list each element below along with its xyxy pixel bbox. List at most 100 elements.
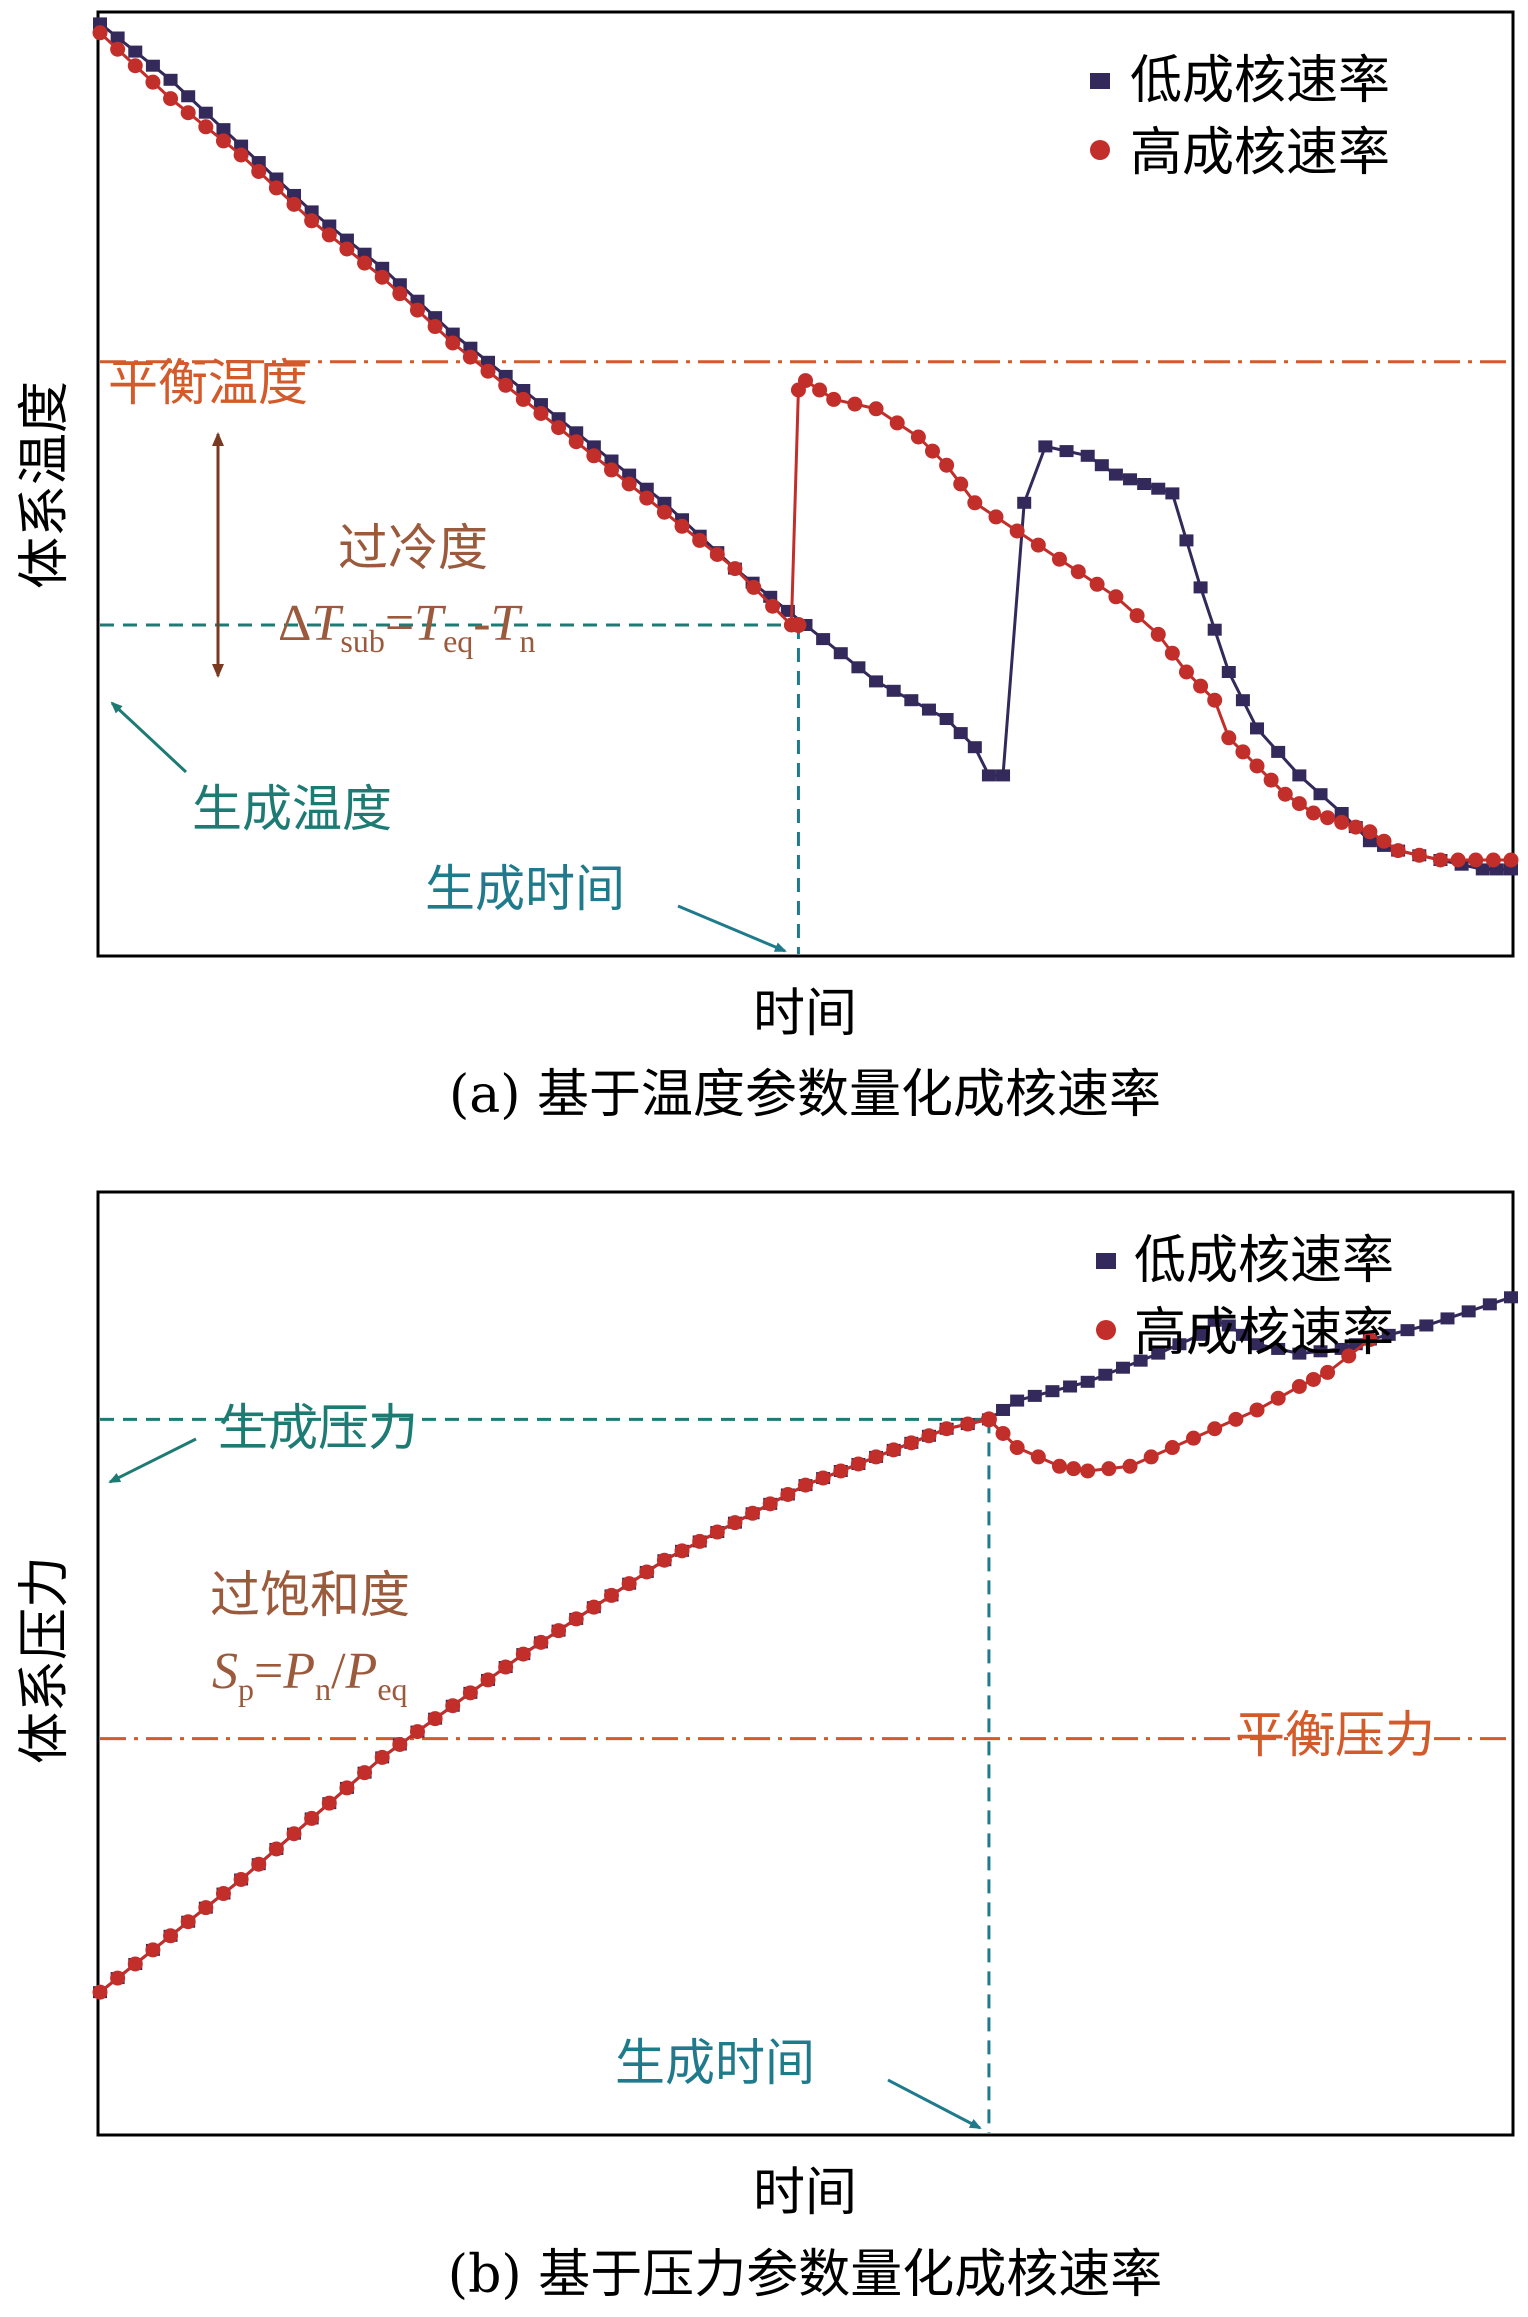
data-point-high-a	[374, 269, 390, 285]
data-point-low-a	[921, 703, 936, 716]
data-point-low-b	[1172, 1338, 1187, 1351]
data-point-low-a	[1094, 459, 1109, 472]
data-point-low-b	[1133, 1354, 1148, 1367]
supersat-title: 过饱和度	[210, 1566, 410, 1624]
data-point-high-b	[251, 1856, 267, 1872]
data-point-high-b	[409, 1724, 425, 1740]
data-point-low-b	[1098, 1368, 1113, 1381]
data-point-high-a	[674, 518, 690, 534]
data-point-high-b	[145, 1942, 161, 1958]
caption-b: (b) 基于压力参数量化成核速率	[448, 2245, 1162, 2305]
data-point-high-a	[812, 382, 828, 398]
data-point-high-a	[1450, 852, 1466, 868]
data-point-high-a	[889, 415, 905, 431]
data-point-high-b	[498, 1659, 514, 1675]
data-point-high-a	[1207, 692, 1223, 708]
data-point-high-b	[1305, 1371, 1321, 1387]
data-point-high-b	[1249, 1402, 1265, 1418]
data-point-high-a	[746, 579, 762, 595]
data-point-high-b	[727, 1515, 743, 1531]
data-point-high-b	[445, 1698, 461, 1714]
data-point-low-a	[128, 45, 143, 58]
data-point-high-b	[780, 1486, 796, 1502]
caption-a: (a) 基于温度参数量化成核速率	[449, 1065, 1161, 1125]
nuc-time-label: 生成时间	[425, 860, 625, 918]
data-point-high-a	[1468, 852, 1484, 868]
data-point-low-b	[1419, 1319, 1434, 1332]
data-point-high-a	[586, 448, 602, 464]
data-point-high-b	[960, 1416, 976, 1432]
data-point-low-a	[1038, 440, 1053, 453]
data-point-low-a	[1080, 449, 1095, 462]
data-point-high-a	[639, 490, 655, 506]
data-point-high-b	[1362, 1332, 1378, 1348]
data-point-high-b	[551, 1623, 567, 1639]
data-point-high-a	[321, 227, 337, 243]
data-point-high-a	[92, 25, 108, 41]
data-point-high-b	[868, 1449, 884, 1465]
data-point-low-a	[1017, 496, 1032, 509]
data-point-low-b	[1400, 1324, 1415, 1337]
data-point-high-b	[533, 1634, 549, 1650]
data-point-low-b	[1193, 1328, 1208, 1341]
data-point-high-a	[1305, 805, 1321, 821]
data-point-high-b	[339, 1780, 355, 1796]
data-point-high-a	[1221, 730, 1237, 746]
data-point-high-a	[1320, 810, 1336, 826]
data-point-high-a	[1030, 537, 1046, 553]
legend-low-marker-a	[1090, 73, 1110, 89]
subcool-title: 过冷度	[338, 519, 488, 577]
data-point-low-a	[967, 741, 982, 754]
data-point-high-a	[1249, 758, 1265, 774]
data-point-high-a	[568, 434, 584, 450]
data-point-high-b	[798, 1477, 813, 1493]
data-point-low-a	[939, 713, 954, 725]
data-point-high-b	[233, 1871, 249, 1887]
data-point-low-b	[996, 1403, 1011, 1416]
data-point-low-b	[1027, 1389, 1042, 1402]
data-point-high-b	[568, 1611, 584, 1627]
data-point-high-a	[163, 91, 179, 107]
data-point-high-a	[110, 41, 126, 57]
data-point-low-a	[1313, 788, 1328, 801]
data-point-high-b	[198, 1900, 214, 1916]
data-point-high-b	[462, 1685, 478, 1701]
data-point-high-a	[198, 119, 214, 135]
data-point-high-a	[304, 213, 320, 229]
data-point-high-a	[1485, 852, 1501, 868]
data-point-high-b	[374, 1749, 390, 1765]
legend-high-marker-b	[1096, 1320, 1116, 1340]
data-point-low-b	[1080, 1375, 1095, 1388]
data-point-low-a	[163, 73, 178, 86]
data-point-high-b	[392, 1736, 408, 1752]
data-point-high-b	[1080, 1463, 1096, 1479]
data-point-high-a	[692, 532, 708, 548]
data-point-high-b	[1207, 1421, 1223, 1437]
data-point-low-a	[1137, 478, 1152, 490]
data-point-high-a	[427, 319, 443, 335]
nucleation-point-b	[980, 1411, 997, 1428]
data-point-high-b	[110, 1970, 126, 1986]
data-point-low-a	[981, 769, 996, 782]
data-point-high-b	[921, 1428, 937, 1444]
data-point-high-b	[815, 1470, 831, 1486]
data-point-high-b	[745, 1505, 761, 1521]
data-point-low-a	[145, 59, 160, 72]
data-point-high-b	[92, 1984, 108, 2000]
data-point-high-a	[826, 391, 842, 407]
data-point-high-a	[1150, 626, 1166, 642]
plot-frame-b	[96, 1190, 1515, 2137]
eq-pressure-label: 平衡压力	[1235, 1706, 1435, 1764]
data-point-low-a	[1123, 473, 1138, 486]
data-point-high-a	[953, 476, 969, 492]
data-point-high-a	[551, 420, 567, 436]
data-point-high-b	[903, 1435, 919, 1451]
data-point-low-a	[1059, 445, 1074, 458]
data-point-high-b	[1122, 1458, 1138, 1474]
legend-high-label-b: 高成核速率	[1134, 1303, 1394, 1363]
data-point-low-b	[1504, 1291, 1518, 1304]
data-point-high-a	[1291, 796, 1307, 812]
data-point-high-a	[847, 396, 863, 412]
data-point-low-b	[1207, 1314, 1222, 1327]
